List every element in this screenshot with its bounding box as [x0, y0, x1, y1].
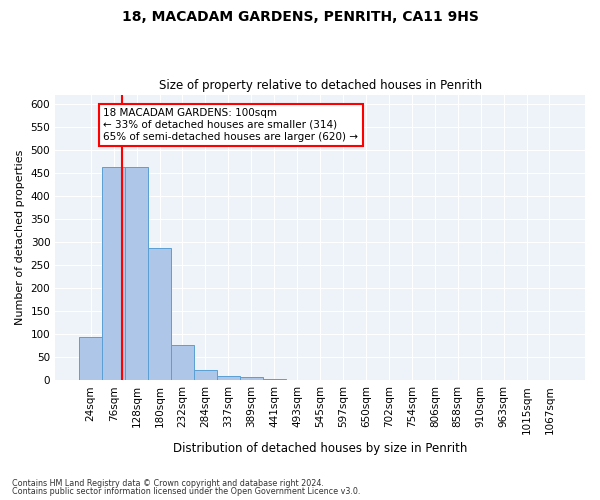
Bar — [263, 379, 286, 380]
Bar — [240, 378, 263, 380]
Bar — [102, 168, 125, 380]
Y-axis label: Number of detached properties: Number of detached properties — [15, 150, 25, 325]
Bar — [217, 376, 240, 380]
Bar — [194, 370, 217, 380]
Text: Contains public sector information licensed under the Open Government Licence v3: Contains public sector information licen… — [12, 487, 361, 496]
Bar — [79, 338, 102, 380]
Text: 18, MACADAM GARDENS, PENRITH, CA11 9HS: 18, MACADAM GARDENS, PENRITH, CA11 9HS — [122, 10, 478, 24]
Text: Contains HM Land Registry data © Crown copyright and database right 2024.: Contains HM Land Registry data © Crown c… — [12, 478, 324, 488]
Title: Size of property relative to detached houses in Penrith: Size of property relative to detached ho… — [158, 79, 482, 92]
Text: 18 MACADAM GARDENS: 100sqm
← 33% of detached houses are smaller (314)
65% of sem: 18 MACADAM GARDENS: 100sqm ← 33% of deta… — [103, 108, 358, 142]
Bar — [148, 248, 171, 380]
Bar — [171, 344, 194, 380]
X-axis label: Distribution of detached houses by size in Penrith: Distribution of detached houses by size … — [173, 442, 467, 455]
Bar — [125, 168, 148, 380]
